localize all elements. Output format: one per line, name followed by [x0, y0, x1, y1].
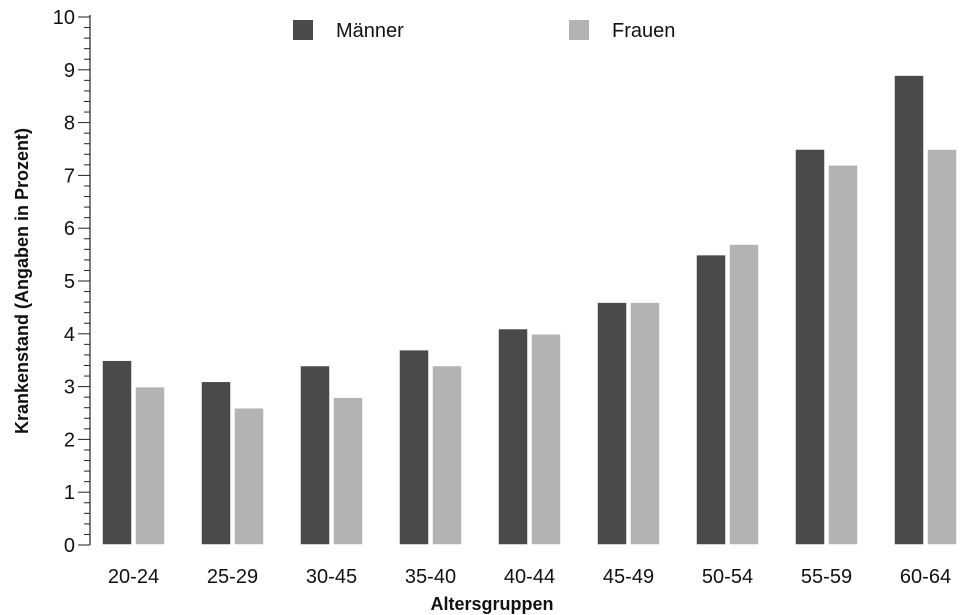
bar-maenner-35-40: [398, 348, 430, 546]
bar-frauen-45-49: [629, 301, 661, 546]
x-tick-label: 20-24: [108, 566, 159, 588]
bar-frauen-40-44: [530, 333, 562, 546]
bar-maenner-50-54: [695, 253, 727, 546]
bar-frauen-35-40: [431, 364, 463, 546]
bar-frauen-20-24: [134, 385, 166, 546]
bar-maenner-60-64: [893, 74, 925, 546]
y-tick-label: 10: [53, 7, 75, 29]
bar-maenner-20-24: [101, 359, 133, 546]
legend-label-maenner: Männer: [336, 20, 404, 42]
x-tick-label: 50-54: [702, 566, 753, 588]
y-tick-label: 0: [64, 535, 75, 557]
bars: [101, 74, 958, 546]
y-tick-label: 2: [64, 429, 75, 451]
bar-maenner-55-59: [794, 148, 826, 546]
x-tick-label: 60-64: [900, 566, 951, 588]
bar-maenner-25-29: [200, 380, 232, 546]
x-tick-label: 25-29: [207, 566, 258, 588]
y-tick-label: 3: [64, 377, 75, 399]
bar-frauen-50-54: [728, 243, 760, 546]
x-tick-label: 30-45: [306, 566, 357, 588]
bar-maenner-40-44: [497, 327, 529, 546]
y-tick-label: 4: [64, 324, 75, 346]
y-tick-label: 1: [64, 482, 75, 504]
x-axis-tick-labels: 20-24 25-29 30-45 35-40 40-44 45-49 50-54 55-59…: [108, 566, 951, 588]
y-axis-title: Krankenstand (Angaben in Prozent): [12, 128, 32, 434]
bar-frauen-30-45: [332, 396, 364, 546]
x-tick-label: 35-40: [405, 566, 456, 588]
y-tick-label: 8: [64, 113, 75, 135]
y-tick-label: 5: [64, 271, 75, 293]
bar-maenner-45-49: [596, 301, 628, 546]
legend-swatch-maenner: [293, 20, 313, 40]
y-tick-label: 6: [64, 218, 75, 240]
x-tick-label: 55-59: [801, 566, 852, 588]
legend: Männer Frauen: [293, 20, 675, 42]
x-tick-label: 45-49: [603, 566, 654, 588]
y-axis: 0 1 2 3 4 5 6 7 8 9 10: [53, 7, 91, 557]
x-axis-title: Altersgruppen: [430, 594, 553, 614]
y-tick-label: 9: [64, 60, 75, 82]
bar-frauen-55-59: [827, 164, 859, 546]
bar-frauen-25-29: [233, 406, 265, 546]
bar-maenner-30-45: [299, 364, 331, 546]
y-tick-label: 7: [64, 165, 75, 187]
legend-label-frauen: Frauen: [612, 20, 675, 42]
x-tick-label: 40-44: [504, 566, 555, 588]
legend-swatch-frauen: [569, 20, 589, 40]
bar-frauen-60-64: [926, 148, 958, 546]
